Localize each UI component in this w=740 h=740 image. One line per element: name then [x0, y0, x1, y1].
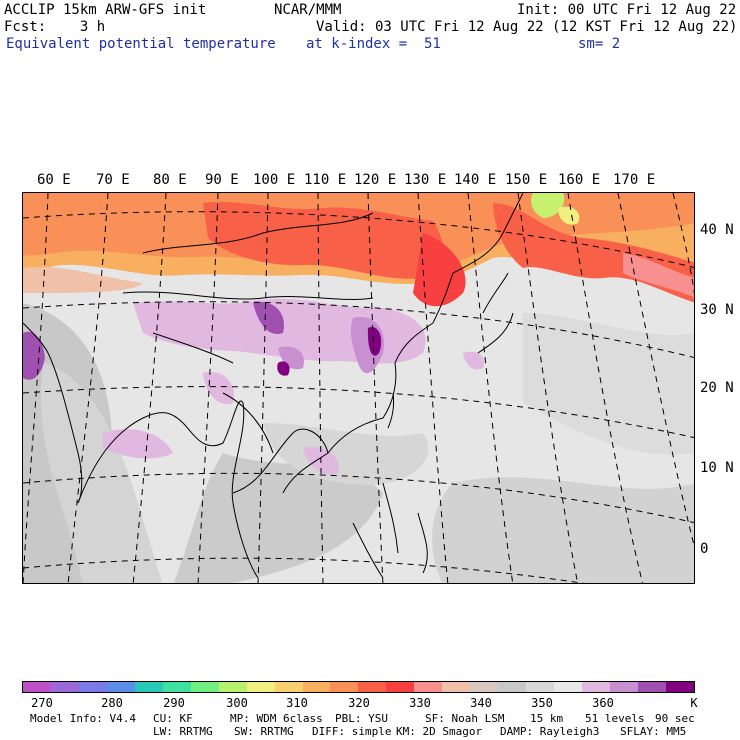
colorbar-tick: 300	[226, 696, 248, 710]
lon-label: 70 E	[96, 172, 130, 188]
smoothing-label: sm= 2	[578, 36, 621, 52]
graticule	[23, 193, 694, 583]
time-step: 90 sec	[655, 712, 695, 725]
colorbar-tick: 320	[348, 696, 370, 710]
colorbar-tick: 310	[286, 696, 308, 710]
lon-label: 90 E	[205, 172, 239, 188]
grid-spacing: 15 km	[530, 712, 564, 725]
surface-layer-option: SFLAY: MM5	[620, 725, 687, 738]
colorbar-swatch	[414, 682, 443, 692]
init-time: Init: 00 UTC Fri 12 Aug 22	[517, 2, 737, 18]
institution-label: NCAR/MMM	[274, 2, 342, 18]
model-info: Model Info: V4.4	[30, 712, 136, 725]
colorbar-tick: 340	[470, 696, 492, 710]
colorbar-unit: K	[690, 696, 698, 710]
colorbar-swatch	[637, 682, 666, 692]
colorbar-tick: 290	[163, 696, 185, 710]
coastline	[23, 193, 524, 579]
lon-label: 150 E	[505, 172, 548, 188]
colorbar-tick: 280	[101, 696, 123, 710]
colorbar-swatch	[78, 682, 107, 692]
colorbar-swatch	[665, 682, 694, 692]
level-label: at k-index = 51	[306, 36, 441, 52]
lat-label: 10 N	[700, 460, 734, 476]
lat-label: 20 N	[700, 380, 734, 396]
lon-label: 140 E	[454, 172, 497, 188]
lon-label: 170 E	[613, 172, 656, 188]
colorbar-swatch	[246, 682, 275, 692]
colorbar-swatch	[302, 682, 331, 692]
colorbar	[22, 681, 695, 693]
lat-label: 30 N	[700, 302, 734, 318]
microphysics-scheme: MP: WDM 6class	[230, 712, 323, 725]
lat-label: 0	[700, 541, 709, 557]
forecast-hour: Fcst: 3 h	[4, 19, 106, 35]
colorbar-swatch	[526, 682, 555, 692]
colorbar-swatch	[23, 682, 51, 692]
lon-label: 120 E	[354, 172, 397, 188]
lon-label: 100 E	[253, 172, 296, 188]
damping-option: DAMP: Rayleigh3	[500, 725, 600, 738]
colorbar-tick: 270	[31, 696, 53, 710]
colorbar-swatch	[162, 682, 191, 692]
colorbar-tick: 350	[531, 696, 553, 710]
pbl-scheme: PBL: YSU	[335, 712, 388, 725]
lat-label: 40 N	[700, 222, 734, 238]
colorbar-swatch	[386, 682, 415, 692]
longwave-scheme: LW: RRTMG	[153, 725, 213, 738]
field-name: Equivalent potential temperature	[6, 36, 276, 52]
colorbar-tick: 360	[592, 696, 614, 710]
shortwave-scheme: SW: RRTMG	[234, 725, 294, 738]
colorbar-swatch	[610, 682, 638, 692]
lon-label: 110 E	[304, 172, 347, 188]
surface-scheme: SF: Noah LSM	[425, 712, 505, 725]
colorbar-swatch	[106, 682, 135, 692]
colorbar-swatch	[274, 682, 303, 692]
theta-e-map	[22, 192, 695, 584]
colorbar-swatch	[498, 682, 527, 692]
vertical-levels: 51 levels	[585, 712, 645, 725]
colorbar-swatch	[554, 682, 583, 692]
colorbar-swatch	[358, 682, 387, 692]
eddy-option: KM: 2D Smagor	[396, 725, 483, 738]
colorbar-swatch	[470, 682, 499, 692]
colorbar-swatch	[50, 682, 79, 692]
cumulus-scheme: CU: KF	[153, 712, 193, 725]
colorbar-swatch	[218, 682, 247, 692]
colorbar-tick: 330	[409, 696, 431, 710]
valid-time: Valid: 03 UTC Fri 12 Aug 22 (12 KST Fri …	[316, 19, 738, 35]
colorbar-swatch	[190, 682, 219, 692]
colorbar-swatch	[582, 682, 611, 692]
lon-label: 60 E	[37, 172, 71, 188]
model-title: ACCLIP 15km ARW-GFS init	[4, 2, 207, 18]
lon-label: 130 E	[404, 172, 447, 188]
lon-label: 160 E	[558, 172, 601, 188]
colorbar-swatch	[330, 682, 359, 692]
colorbar-swatch	[134, 682, 163, 692]
colorbar-swatch	[442, 682, 471, 692]
diffusion-option: DIFF: simple	[312, 725, 392, 738]
lon-label: 80 E	[153, 172, 187, 188]
